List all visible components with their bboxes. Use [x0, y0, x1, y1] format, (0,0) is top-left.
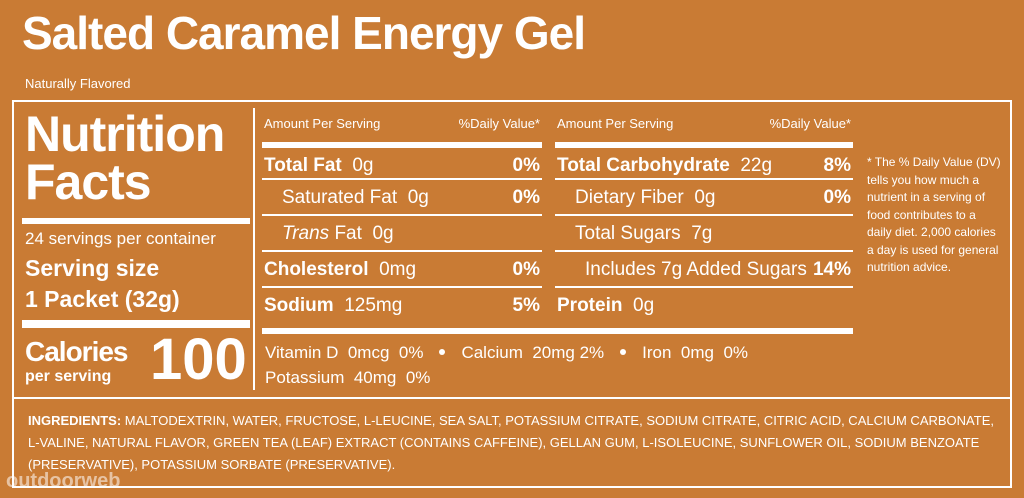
column-header: %Daily Value*	[458, 116, 540, 131]
servings: 24 servings per container	[25, 229, 216, 248]
nutrient-row: Cholesterol 0mg 0%	[262, 250, 542, 286]
nutrient: Calcium	[461, 343, 523, 362]
title: Salted Caramel Energy Gel	[22, 7, 586, 59]
amount: 0g	[694, 187, 716, 208]
nutrient-name: Trans Fat 0g	[282, 216, 394, 252]
nutrient-name: Includes 7g Added Sugars	[585, 252, 807, 288]
vitamins-line: Vitamin D 0mcg 0% Calcium 20mg 2% Iron 0mg…	[265, 343, 748, 363]
nutrient-name: Total Fat 0g	[264, 148, 373, 184]
rule	[22, 320, 250, 328]
nutrient: Vitamin D	[265, 343, 339, 362]
amount: 125mg	[344, 295, 403, 316]
nutrient-label: Saturated Fat	[282, 187, 398, 208]
serving-size-label: Serving size	[25, 255, 160, 281]
daily-value: 14%	[812, 259, 851, 280]
daily-value: 5%	[512, 295, 540, 316]
amount: 40mg	[353, 368, 397, 387]
serving-size: 1 Packet (32g)	[25, 286, 180, 312]
daily-value: 0%	[512, 187, 540, 208]
rule	[262, 328, 853, 334]
nutrient: Potassium	[265, 368, 345, 387]
daily-value: 0%	[823, 187, 851, 208]
nutrient-label: Dietary Fiber	[575, 187, 684, 208]
nutrient-label: Total Sugars	[575, 223, 681, 244]
bullet	[620, 349, 627, 356]
nutrient-row: Total Sugars 7g	[555, 214, 853, 250]
vitamins-line: Potassium 40mg 0%	[265, 368, 430, 388]
dv: 0%	[398, 343, 424, 362]
bullet	[439, 349, 446, 356]
amount: 0g	[372, 223, 394, 244]
rule	[12, 397, 1012, 399]
amount: 0g	[633, 295, 655, 316]
ingredients-label: INGREDIENTS:	[28, 413, 122, 428]
amount: 7g	[691, 223, 713, 244]
nutrient-name: Sodium 125mg	[264, 288, 402, 324]
ingredients-text: MALTODEXTRIN, WATER, FRUCTOSE, L-LEUCINE…	[28, 413, 994, 472]
left-table: Amount Per Serving %Daily Value* Total Fat…	[262, 116, 542, 326]
calories-label: Calories	[25, 336, 128, 367]
nutrient-row: Includes 7g Added Sugars 14%	[555, 250, 853, 286]
nutrient-row: Dietary Fiber 0g 0%	[555, 178, 853, 214]
nutrient-row: Protein 0g	[555, 286, 853, 322]
column-header: Amount Per Serving	[264, 116, 381, 131]
dv: 0%	[405, 368, 431, 387]
nutrient-name-italic: Trans	[282, 223, 330, 244]
daily-value: 0%	[512, 155, 540, 176]
facts-heading: Facts	[25, 154, 152, 210]
nutrient-row: Sodium 125mg 5%	[262, 286, 542, 322]
nutrient-label: Includes 7g Added Sugars	[585, 259, 807, 280]
nutrient-name: Protein 0g	[557, 288, 654, 324]
calories: 100	[150, 327, 247, 392]
nutrient: Iron	[642, 343, 672, 362]
nutrient-name: Cholesterol 0mg	[264, 252, 416, 288]
amount: 0mg	[379, 259, 417, 280]
nutrient-label: Total Carbohydrate	[557, 155, 730, 176]
amount: 22g	[740, 155, 773, 176]
nutrient-name: Saturated Fat 0g	[282, 180, 429, 216]
ingredients: INGREDIENTS: MALTODEXTRIN, WATER, FRUCTO…	[28, 410, 998, 476]
nutrient-label: Fat	[334, 223, 362, 244]
column-header: Amount Per Serving	[557, 116, 674, 131]
nutrient-label: Cholesterol	[264, 259, 369, 280]
facts-heading: Nutrition	[25, 106, 225, 162]
rule	[22, 218, 250, 224]
nutrient-label: Total Fat	[264, 155, 342, 176]
nutrient-name: Total Sugars 7g	[575, 216, 712, 252]
label-box	[12, 100, 1012, 488]
divider	[253, 108, 255, 390]
amount: 0mcg	[347, 343, 390, 362]
amount: 0mg	[680, 343, 714, 362]
watermark: outdoorweb	[6, 470, 121, 492]
calories-sub: per serving	[25, 368, 112, 385]
nutrient-row: Trans Fat 0g	[262, 214, 542, 250]
amount: 0g	[407, 187, 429, 208]
nutrient-name: Dietary Fiber 0g	[575, 180, 715, 216]
column-header: %Daily Value*	[769, 116, 851, 131]
amount: 0g	[352, 155, 374, 176]
nutrient-row: Saturated Fat 0g 0%	[262, 178, 542, 214]
daily-value: 0%	[512, 259, 540, 280]
footnote: * The % Daily Value (DV) tells you how m…	[867, 155, 1001, 274]
nutrient-row: Total Fat 0g 0%	[262, 142, 542, 178]
dv: 2%	[579, 343, 605, 362]
nutrient-label: Protein	[557, 295, 623, 316]
daily-value: 8%	[823, 155, 851, 176]
right-table: Amount Per Serving %Daily Value* Total Car…	[555, 116, 853, 326]
nutrient-row: Total Carbohydrate 22g 8%	[555, 142, 853, 178]
dv: 0%	[723, 343, 749, 362]
subtitle: Naturally Flavored	[25, 76, 131, 91]
amount: 20mg	[532, 343, 575, 362]
nutrient-label: Sodium	[264, 295, 334, 316]
nutrient-name: Total Carbohydrate 22g	[557, 148, 772, 184]
